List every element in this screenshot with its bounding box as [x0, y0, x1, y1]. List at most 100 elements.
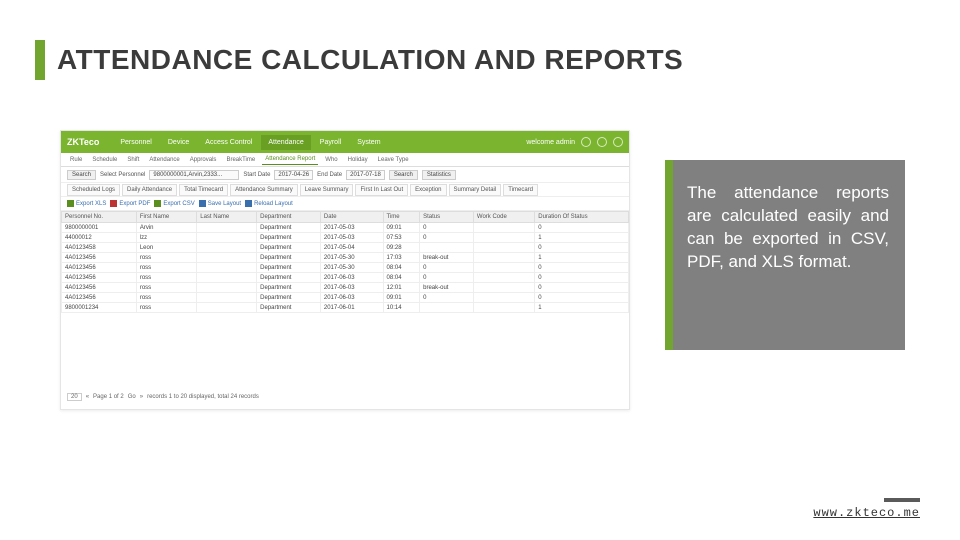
- footer-url[interactable]: www.zkteco.me: [813, 506, 920, 520]
- table-cell: 0: [535, 263, 629, 273]
- power-icon[interactable]: [613, 137, 623, 147]
- table-cell: 0: [420, 223, 474, 233]
- table-cell: [197, 233, 257, 243]
- table-row: 4A0123458LeonDepartment2017-05-0409:280: [62, 243, 629, 253]
- subnav-shift[interactable]: Shift: [124, 155, 142, 165]
- table-cell: 08:04: [383, 263, 420, 273]
- table-cell: 1: [535, 303, 629, 313]
- pager-page: Page 1 of 2: [93, 394, 124, 400]
- title-text: ATTENDANCE CALCULATION AND REPORTS: [57, 44, 683, 76]
- col-status: Status: [420, 212, 474, 223]
- table-row: 9800001234rossDepartment2017-06-0110:141: [62, 303, 629, 313]
- table-cell: 2017-05-04: [320, 243, 383, 253]
- subnav-rule[interactable]: Rule: [67, 155, 85, 165]
- table-cell: 08:04: [383, 273, 420, 283]
- table-cell: 1: [535, 253, 629, 263]
- table-cell: 0: [420, 293, 474, 303]
- export-pdf[interactable]: Export PDF: [110, 200, 150, 207]
- table-cell: 0: [420, 263, 474, 273]
- col-firstname: First Name: [136, 212, 196, 223]
- tab-total[interactable]: Total Timecard: [179, 184, 228, 196]
- pdf-icon: [110, 200, 117, 207]
- export-row: Export XLS Export PDF Export CSV Save La…: [61, 197, 629, 211]
- export-csv[interactable]: Export CSV: [154, 200, 194, 207]
- search-button[interactable]: Search: [389, 170, 418, 180]
- pager-next[interactable]: »: [140, 394, 143, 400]
- nav-payroll[interactable]: Payroll: [313, 135, 348, 150]
- welcome-text: welcome admin: [526, 139, 575, 146]
- end-date-input[interactable]: 2017-07-18: [346, 170, 385, 180]
- table-cell: 0: [535, 243, 629, 253]
- table-cell: [473, 243, 534, 253]
- csv-icon: [154, 200, 161, 207]
- tab-timecard[interactable]: Timecard: [503, 184, 538, 196]
- table-cell: 4A0123456: [62, 253, 137, 263]
- table-cell: [197, 263, 257, 273]
- page-size[interactable]: 20: [67, 393, 82, 401]
- table-cell: 2017-06-03: [320, 283, 383, 293]
- nav-system[interactable]: System: [350, 135, 387, 150]
- subnav-holiday[interactable]: Holiday: [345, 155, 371, 165]
- pager-go[interactable]: Go: [128, 394, 136, 400]
- table-cell: Department: [257, 293, 321, 303]
- start-date-input[interactable]: 2017-04-26: [274, 170, 313, 180]
- subnav-breaktime[interactable]: BreakTime: [223, 155, 258, 165]
- nav-access[interactable]: Access Control: [198, 135, 259, 150]
- subnav-schedule[interactable]: Schedule: [89, 155, 120, 165]
- table-cell: [197, 283, 257, 293]
- nav-attendance[interactable]: Attendance: [261, 135, 310, 150]
- save-icon: [199, 200, 206, 207]
- reload-layout[interactable]: Reload Layout: [245, 200, 293, 207]
- title-accent: [35, 40, 45, 80]
- table-cell: 0: [535, 223, 629, 233]
- table-row: 4A0123456rossDepartment2017-06-0309:0100: [62, 293, 629, 303]
- tab-summary-detail[interactable]: Summary Detail: [449, 184, 502, 196]
- select-personnel-input[interactable]: 9800000001,Arvin,2333...: [149, 170, 239, 180]
- export-xls[interactable]: Export XLS: [67, 200, 106, 207]
- select-personnel-label: Select Personnel: [100, 172, 145, 178]
- pager-prev[interactable]: «: [86, 394, 89, 400]
- callout-box: The attendance reports are calculated ea…: [665, 160, 905, 350]
- tab-scheduled[interactable]: Scheduled Logs: [67, 184, 120, 196]
- table-cell: 2017-05-30: [320, 253, 383, 263]
- table-cell: [473, 293, 534, 303]
- nav-personnel[interactable]: Personnel: [113, 135, 159, 150]
- app-logo: ZKTeco: [67, 137, 99, 147]
- subnav-attendance[interactable]: Attendance: [146, 155, 182, 165]
- help-icon[interactable]: [581, 137, 591, 147]
- col-duration: Duration Of Status: [535, 212, 629, 223]
- subnav-report[interactable]: Attendance Report: [262, 154, 318, 165]
- search-toggle[interactable]: Search: [67, 170, 96, 180]
- table-row: 4A0123456rossDepartment2017-05-3008:0400: [62, 263, 629, 273]
- tab-exception[interactable]: Exception: [410, 184, 446, 196]
- table-cell: [197, 303, 257, 313]
- filter-row: Search Select Personnel 9800000001,Arvin…: [61, 167, 629, 183]
- save-layout[interactable]: Save Layout: [199, 200, 241, 207]
- tab-summary[interactable]: Attendance Summary: [230, 184, 298, 196]
- info-icon[interactable]: [597, 137, 607, 147]
- xls-icon: [67, 200, 74, 207]
- nav-device[interactable]: Device: [161, 135, 196, 150]
- table-cell: 17:03: [383, 253, 420, 263]
- tab-leave[interactable]: Leave Summary: [300, 184, 354, 196]
- table-cell: Leon: [136, 243, 196, 253]
- table-cell: 0: [535, 293, 629, 303]
- table-cell: Department: [257, 273, 321, 283]
- table-cell: 4A0123458: [62, 243, 137, 253]
- app-screenshot: ZKTeco Personnel Device Access Control A…: [60, 130, 630, 410]
- table-cell: Department: [257, 253, 321, 263]
- table-cell: [197, 273, 257, 283]
- subnav-approvals[interactable]: Approvals: [187, 155, 220, 165]
- table-cell: [473, 253, 534, 263]
- table-cell: [197, 293, 257, 303]
- table-cell: ross: [136, 273, 196, 283]
- col-workcode: Work Code: [473, 212, 534, 223]
- subnav-who[interactable]: Who: [322, 155, 340, 165]
- start-date-label: Start Date: [243, 172, 270, 178]
- subnav-leave[interactable]: Leave Type: [375, 155, 412, 165]
- end-date-label: End Date: [317, 172, 342, 178]
- tab-daily[interactable]: Daily Attendance: [122, 184, 177, 196]
- table-cell: 2017-05-03: [320, 233, 383, 243]
- statistics-button[interactable]: Statistics: [422, 170, 456, 180]
- tab-firstlast[interactable]: First In Last Out: [355, 184, 408, 196]
